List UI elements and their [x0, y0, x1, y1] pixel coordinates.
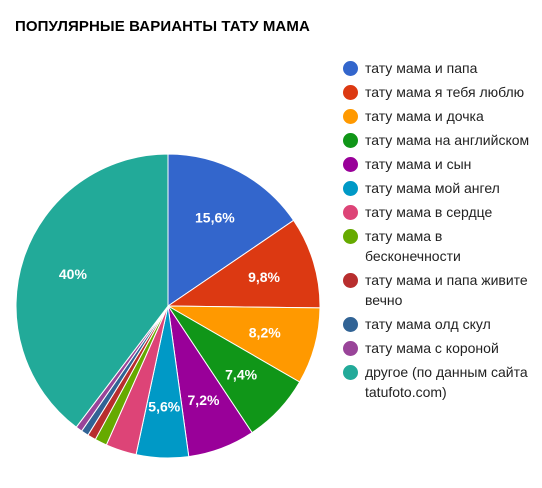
legend-swatch [343, 273, 358, 288]
legend-label: тату мама мой ангел [365, 180, 500, 196]
pie-slice[interactable] [167, 153, 295, 307]
slice-data-label: 7,2% [188, 392, 220, 408]
legend-item[interactable]: тату мама мой ангел [343, 178, 538, 198]
legend-item[interactable]: тату мама с короной [343, 338, 538, 358]
legend-label: тату мама и папа живите вечно [365, 272, 528, 308]
legend-label: тату мама и папа [365, 60, 478, 76]
legend-label: тату мама в бесконечности [365, 228, 461, 264]
legend-swatch [343, 317, 358, 332]
legend-label: тату мама и сын [365, 156, 472, 172]
legend-label: тату мама в сердце [365, 204, 493, 220]
slice-data-label: 7,4% [225, 367, 257, 383]
slice-data-label: 9,8% [248, 269, 280, 285]
slice-data-label: 5,6% [148, 398, 180, 414]
legend-item[interactable]: тату мама олд скул [343, 314, 538, 334]
legend-label: тату мама с короной [365, 340, 499, 356]
legend-swatch [343, 341, 358, 356]
legend-swatch [343, 109, 358, 124]
legend-swatch [343, 181, 358, 196]
legend-swatch [343, 61, 358, 76]
legend-item[interactable]: тату мама я тебя люблю [343, 82, 538, 102]
legend-label: тату мама олд скул [365, 316, 491, 332]
legend-swatch [343, 157, 358, 172]
slice-data-label: 15,6% [195, 209, 235, 225]
legend-item[interactable]: тату мама в бесконечности [343, 226, 538, 266]
legend-item[interactable]: тату мама и папа живите вечно [343, 270, 538, 310]
legend-label: тату мама и дочка [365, 108, 484, 124]
pie-slice[interactable] [166, 219, 321, 309]
legend-item[interactable]: тату мама и дочка [343, 106, 538, 126]
legend-swatch [343, 133, 358, 148]
legend-item[interactable]: тату мама на английском [343, 130, 538, 150]
legend-swatch [343, 365, 358, 380]
legend-label: другое (по данным сайта tatufoto.com) [365, 364, 528, 400]
legend: тату мама и папа тату мама я тебя люблю та… [343, 58, 538, 406]
legend-item[interactable]: тату мама в сердце [343, 202, 538, 222]
pie-slice[interactable] [15, 153, 169, 428]
legend-item[interactable]: другое (по данным сайта tatufoto.com) [343, 362, 538, 402]
slice-data-label: 8,2% [249, 325, 281, 341]
legend-swatch [343, 229, 358, 244]
legend-item[interactable]: тату мама и папа [343, 58, 538, 78]
legend-label: тату мама на английском [365, 132, 530, 148]
legend-swatch [343, 205, 358, 220]
legend-swatch [343, 85, 358, 100]
chart-title: ПОПУЛЯРНЫЕ ВАРИАНТЫ ТАТУ МАМА [15, 18, 310, 35]
slice-data-label: 40% [59, 266, 88, 282]
legend-item[interactable]: тату мама и сын [343, 154, 538, 174]
legend-label: тату мама я тебя люблю [365, 84, 525, 100]
